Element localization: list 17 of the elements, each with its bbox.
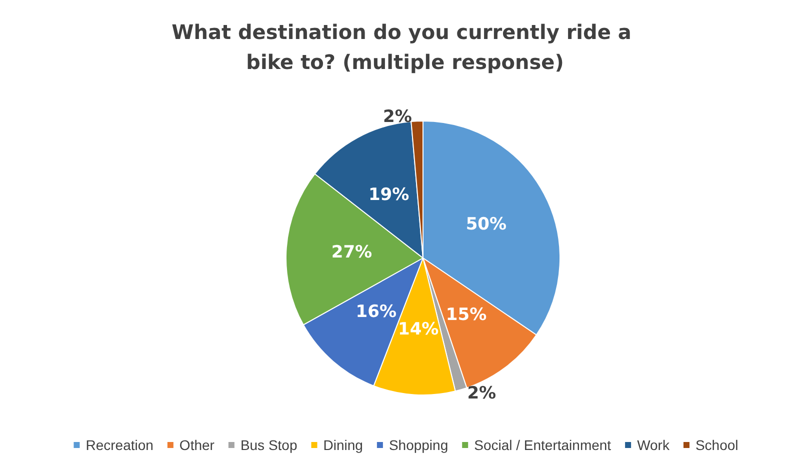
legend-label: Other	[179, 437, 215, 453]
data-label: 2%	[383, 107, 412, 128]
legend-label: Recreation	[86, 437, 154, 453]
data-label: 50%	[466, 214, 507, 235]
data-label: 27%	[331, 242, 372, 263]
legend-label: Social / Entertainment	[474, 437, 612, 453]
data-label: 19%	[368, 185, 410, 206]
data-label: 2%	[467, 383, 496, 404]
data-label: 16%	[356, 302, 396, 322]
legend-label: School	[695, 437, 738, 453]
legend-label: Bus Stop	[240, 437, 298, 453]
legend-label: Shopping	[388, 437, 448, 453]
data-label: 15%	[446, 304, 487, 325]
chart-title: What destination do you currently ride a bike to? (multiple response)	[172, 20, 638, 74]
legend-label: Work	[637, 437, 670, 453]
legend-label: Dining	[323, 437, 363, 453]
data-label: 14%	[398, 319, 439, 340]
